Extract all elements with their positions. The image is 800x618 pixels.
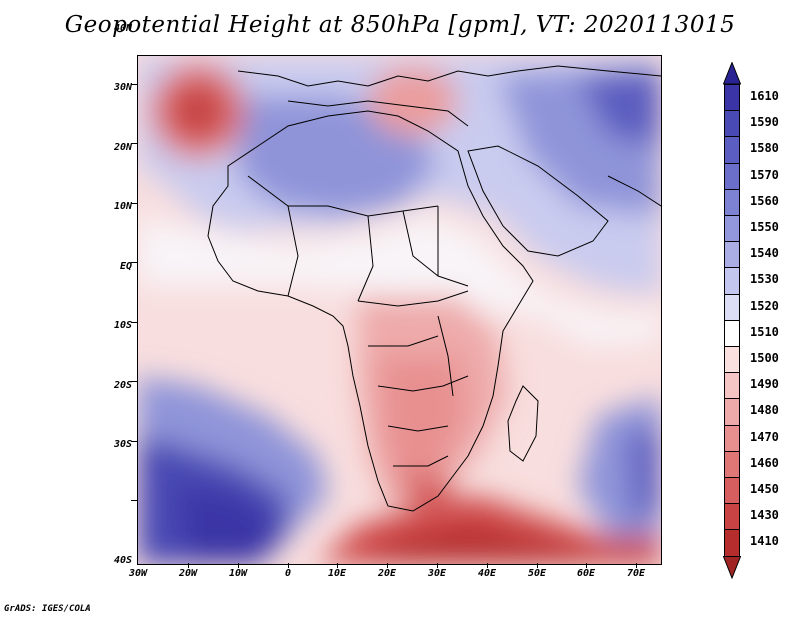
colorbar-label: 1490 <box>750 377 779 392</box>
lat-tick <box>131 322 137 323</box>
colorbar-label: 1460 <box>750 455 779 470</box>
lat-label: 10N <box>113 201 132 212</box>
lon-label: 40E <box>477 568 497 579</box>
lat-tick <box>131 84 137 85</box>
lat-tick <box>131 441 137 442</box>
lon-tick <box>586 563 587 568</box>
colorbar-label: 1570 <box>750 167 779 182</box>
colorbar-band <box>724 162 740 190</box>
map-panel <box>137 55 662 565</box>
colorbar-band <box>724 188 740 216</box>
lat-label: 10S <box>113 320 132 331</box>
lon-tick <box>238 563 239 568</box>
coastlines <box>207 65 661 512</box>
lon-tick <box>387 563 388 568</box>
lon-label: 10W <box>228 568 248 579</box>
lon-tick <box>537 563 538 568</box>
lon-label: 30W <box>128 568 148 579</box>
colorbar-band <box>724 477 740 505</box>
colorbar-band <box>724 110 740 138</box>
lon-label: 20W <box>178 568 198 579</box>
lat-label: 40N <box>113 23 132 34</box>
colorbar-band <box>724 424 740 452</box>
lon-tick <box>337 563 338 568</box>
colorbar-band <box>724 450 740 478</box>
lat-tick <box>131 500 137 501</box>
colorbar-label: 1480 <box>750 403 779 418</box>
colorbar-band <box>724 241 740 269</box>
colorbar-label: 1500 <box>750 351 779 365</box>
lat-label: 20S <box>113 380 132 391</box>
lon-tick <box>636 563 637 568</box>
lat-tick <box>131 381 137 382</box>
lat-label: 30S <box>113 439 132 450</box>
colorbar-band <box>724 136 740 164</box>
colorbar-label: 1590 <box>750 115 779 130</box>
colorbar-band <box>724 398 740 426</box>
lon-label: 70E <box>626 568 646 579</box>
chart-title: Geopotential Height at 850hPa [gpm], VT:… <box>64 12 736 38</box>
colorbar-label: 1520 <box>750 298 779 313</box>
lon-tick <box>487 563 488 568</box>
lon-label: 20E <box>377 568 397 579</box>
colorbar-label: 1610 <box>750 89 779 103</box>
height-field <box>138 56 661 564</box>
colorbar-label: 1410 <box>750 534 779 549</box>
colorbar-label: 1530 <box>750 272 779 287</box>
lon-label: 10E <box>327 568 347 579</box>
lat-label: EQ <box>119 261 132 272</box>
lon-label: 50E <box>527 568 547 579</box>
colorbar-label: 1430 <box>750 508 779 523</box>
colorbar-label: 1510 <box>750 324 779 339</box>
colorbar-band <box>724 84 740 112</box>
lon-tick <box>437 563 438 568</box>
lon-label: 0 <box>284 568 292 579</box>
colorbar-band <box>724 372 740 400</box>
colorbar-label: 1540 <box>750 246 779 261</box>
colorbar-label: 1550 <box>750 220 779 234</box>
lat-tick <box>131 143 137 144</box>
colorbar-band <box>724 346 740 374</box>
lon-label: 30E <box>427 568 447 579</box>
colorbar-band <box>724 319 740 347</box>
colorbar-label: 1470 <box>750 429 779 444</box>
lon-tick <box>188 563 189 568</box>
colorbar-band <box>724 215 740 243</box>
colorbar-top-arrow <box>723 62 741 85</box>
colorbar-label: 1560 <box>750 193 779 208</box>
lat-tick <box>131 203 137 204</box>
lat-tick <box>131 262 137 263</box>
colorbar-band <box>724 293 740 321</box>
lat-label: 40S <box>113 555 132 566</box>
map-field-svg <box>138 56 661 564</box>
lat-label: 20N <box>113 142 132 153</box>
colorbar-label: 1450 <box>750 482 779 496</box>
colorbar-bottom-arrow <box>723 555 741 579</box>
colorbar-band <box>724 503 740 531</box>
footer-credit: GrADS: IGES/COLA <box>4 604 91 614</box>
lat-label: 30N <box>113 82 132 93</box>
colorbar-band <box>724 267 740 295</box>
colorbar-band <box>724 529 740 557</box>
colorbar-label: 1580 <box>750 141 779 156</box>
lon-tick <box>288 563 289 568</box>
lon-label: 60E <box>576 568 596 579</box>
